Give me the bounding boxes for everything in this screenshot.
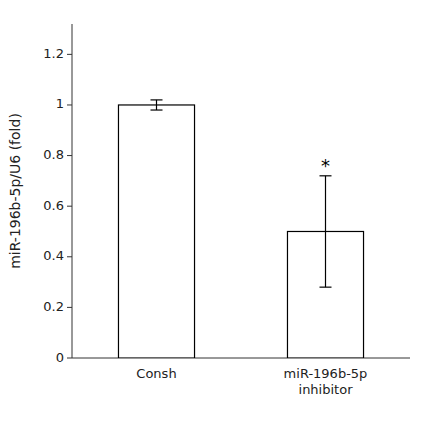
- chart-container: 0 0.2 0.4 0.6 0.8 1 1.2 miR-196b-5p/U6 (fold) Co…: [0, 0, 430, 430]
- y-tick: [67, 54, 72, 55]
- x-tick-label: Consh: [136, 366, 176, 381]
- x-tick-label: miR-196b-5pinhibitor: [284, 366, 368, 397]
- y-tick: [67, 307, 72, 308]
- y-tick-label: 1.2: [43, 46, 64, 61]
- y-tick-label: 0.8: [43, 147, 64, 162]
- y-tick: [67, 358, 72, 359]
- y-tick: [67, 256, 72, 257]
- plot-area: [118, 100, 363, 358]
- error-bar: [151, 100, 163, 110]
- y-tick-label: 0.4: [43, 248, 64, 263]
- chart-svg: 0 0.2 0.4 0.6 0.8 1 1.2 miR-196b-5p/U6 (fold) Co…: [0, 0, 430, 430]
- y-tick-label: 0.2: [43, 299, 64, 314]
- y-tick: [67, 155, 72, 156]
- y-axis-line: [72, 24, 73, 358]
- significance-marker: *: [321, 155, 330, 176]
- y-tick-label: 1: [56, 96, 64, 111]
- y-tick-label: 0.6: [43, 198, 64, 213]
- y-tick: [67, 104, 72, 105]
- error-bar: [320, 176, 332, 287]
- bar: [118, 105, 194, 358]
- y-tick-label: 0: [56, 350, 64, 365]
- y-tick: [67, 206, 72, 207]
- y-axis-label: miR-196b-5p/U6 (fold): [7, 113, 23, 269]
